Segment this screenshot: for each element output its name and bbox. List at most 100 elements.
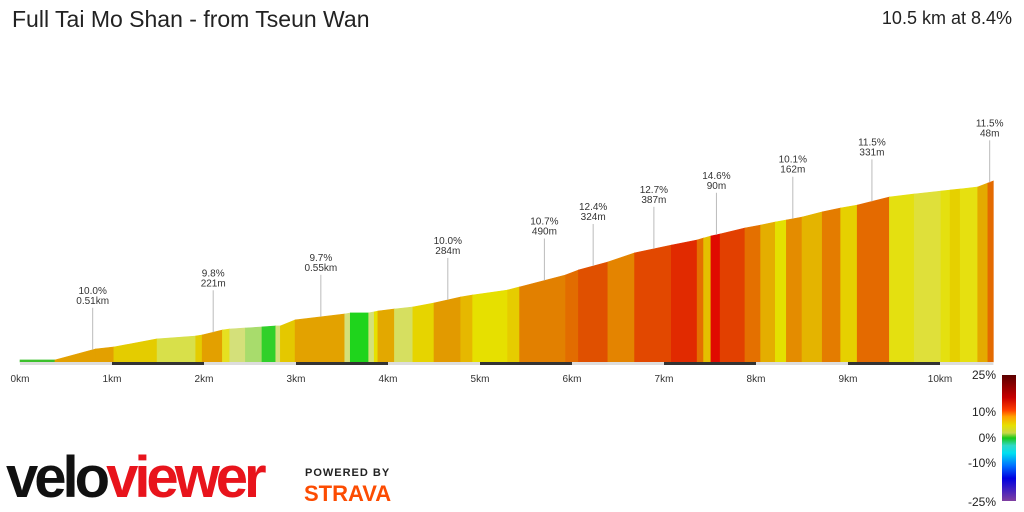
profile-segment <box>507 286 520 363</box>
annotation-grade: 9.7% <box>309 253 332 264</box>
profile-segment <box>275 325 281 363</box>
profile-segment <box>368 311 375 363</box>
profile-segment <box>394 306 414 363</box>
km-bar-segment <box>848 362 940 365</box>
legend-label: -10% <box>967 456 996 470</box>
profile-segment <box>373 310 379 363</box>
km-bar-segment <box>112 362 204 365</box>
profile-segment <box>959 186 979 363</box>
km-bar-segment <box>572 362 664 365</box>
annotation-length: 331m <box>859 147 884 158</box>
profile-segment <box>840 204 858 363</box>
veloviewer-logo: veloviewer <box>6 445 267 510</box>
profile-segment <box>775 219 787 363</box>
profile-segment <box>349 312 369 363</box>
annotation-length: 90m <box>707 181 726 192</box>
profile-segment <box>460 294 473 363</box>
legend-label: 10% <box>971 405 996 419</box>
profile-segment <box>913 190 942 363</box>
profile-segment <box>412 302 435 363</box>
profile-segment <box>280 319 296 363</box>
profile-segment <box>856 196 890 363</box>
annotation-length: 0.55km <box>304 263 337 274</box>
annotation-grade: 10.1% <box>779 155 807 166</box>
profile-segment <box>786 216 803 363</box>
annotation-length: 48m <box>980 128 999 139</box>
annotation-grade: 10.7% <box>530 216 558 227</box>
x-tick-label: 7km <box>655 374 674 385</box>
annotation-length: 284m <box>435 246 460 257</box>
profile-segment <box>195 334 203 363</box>
x-tick-label: 0km <box>11 374 30 385</box>
strava-logo: STRAVA <box>304 481 392 506</box>
km-bar-segment <box>204 362 296 365</box>
profile-segment <box>719 227 746 363</box>
profile-segment <box>578 261 609 363</box>
profile-segment <box>949 188 961 363</box>
annotation-grade: 14.6% <box>702 171 730 182</box>
x-tick-label: 4km <box>379 374 398 385</box>
segment-summary: 10.5 km at 8.4% <box>881 8 1012 28</box>
profile-segment <box>156 335 197 363</box>
annotation-grade: 12.7% <box>640 185 668 196</box>
profile-segment <box>229 327 246 363</box>
x-tick-label: 8km <box>747 374 766 385</box>
x-tick-label: 9km <box>839 374 858 385</box>
profile-segment <box>377 308 395 363</box>
km-bar-segment <box>480 362 572 365</box>
profile-segment <box>433 296 461 363</box>
profile-segment <box>889 193 915 363</box>
legend-label: -25% <box>967 495 996 509</box>
profile-segment <box>261 325 277 363</box>
elevation-profile-chart: 0km 1km 2km 3km 4km 5km 6km 7km 8km 9km 10km 10.0% 0… <box>11 118 1004 385</box>
profile-segment <box>634 244 672 363</box>
annotation-grade: 12.4% <box>579 202 607 213</box>
profile-segment <box>245 326 263 363</box>
profile-segment <box>821 207 841 363</box>
x-tick-label: 6km <box>563 374 582 385</box>
annotation-grade: 10.0% <box>434 236 462 247</box>
annotation-length: 387m <box>641 195 666 206</box>
profile-segment <box>987 180 994 363</box>
gradient-legend-bar <box>1002 375 1016 501</box>
annotation-length: 490m <box>532 226 557 237</box>
profile-segment <box>222 328 231 363</box>
legend-label: 0% <box>978 431 996 445</box>
profile-segment <box>19 359 56 363</box>
x-tick-label: 3km <box>287 374 306 385</box>
segment-title: Full Tai Mo Shan - from Tseun Wan <box>12 6 370 32</box>
annotation-grade: 9.8% <box>202 268 225 279</box>
profile-segment <box>940 189 951 363</box>
km-bar-segment <box>756 362 848 365</box>
profile-segment <box>54 348 96 363</box>
annotation-length: 221m <box>201 278 226 289</box>
annotation-grade: 10.0% <box>79 286 107 297</box>
annotation-length: 324m <box>581 212 606 223</box>
km-bar-segment <box>20 362 112 365</box>
km-bar-segment <box>388 362 480 365</box>
annotation-grade: 11.5% <box>858 137 886 148</box>
legend-label: 25% <box>971 368 996 382</box>
profile-segment <box>201 329 223 363</box>
profile-segment <box>801 211 823 363</box>
profile-segment <box>710 233 721 363</box>
x-tick-label: 10km <box>928 374 952 385</box>
profile-segment <box>760 221 776 363</box>
profile-segment <box>565 269 579 363</box>
km-bar-segment <box>664 362 756 365</box>
powered-by-label: POWERED BY <box>305 467 391 479</box>
profile-segment <box>95 346 115 363</box>
profile-segment <box>519 274 566 363</box>
profile-segment <box>703 235 712 363</box>
profile-segment <box>696 237 704 363</box>
profile-segment <box>744 224 761 363</box>
x-tick-label: 5km <box>471 374 490 385</box>
profile-segment <box>977 182 989 363</box>
profile-segment <box>472 289 508 363</box>
profile-segment <box>671 239 698 363</box>
x-tick-label: 2km <box>195 374 214 385</box>
profile-segment <box>344 312 351 363</box>
profile-segment <box>607 252 635 363</box>
x-tick-label: 1km <box>103 374 122 385</box>
km-bar-segment <box>940 362 994 365</box>
